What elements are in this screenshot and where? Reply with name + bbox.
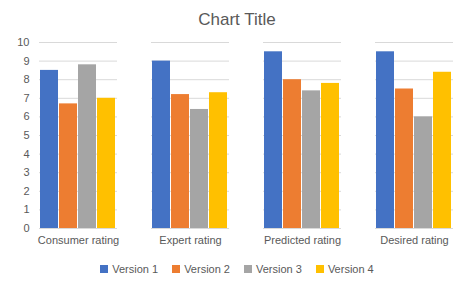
svg-text:4: 4 — [23, 148, 29, 160]
html-text:Version 3: Version 3 — [256, 263, 302, 275]
svg-text:3: 3 — [23, 166, 29, 178]
svg-text:Consumer rating: Consumer rating — [38, 234, 119, 246]
svg-text:Predicted rating: Predicted rating — [264, 234, 341, 246]
svg-text:10: 10 — [17, 36, 29, 48]
svg-text:5: 5 — [23, 129, 29, 141]
svg-text:Expert rating: Expert rating — [159, 234, 221, 246]
svg-text:1: 1 — [23, 203, 29, 215]
svg-text:Desired rating: Desired rating — [380, 234, 448, 246]
svg-text:7: 7 — [23, 92, 29, 104]
svg-text:2: 2 — [23, 185, 29, 197]
svg-text:0: 0 — [23, 222, 29, 234]
svg-text:9: 9 — [23, 55, 29, 67]
svg-text:8: 8 — [23, 73, 29, 85]
html-text:Version 4: Version 4 — [327, 263, 374, 275]
html-text:Version 1: Version 1 — [112, 263, 159, 275]
html-text:Chart Title: Chart Title — [198, 10, 276, 29]
svg-text:6: 6 — [23, 110, 29, 122]
html-text:Version 2: Version 2 — [184, 263, 230, 275]
